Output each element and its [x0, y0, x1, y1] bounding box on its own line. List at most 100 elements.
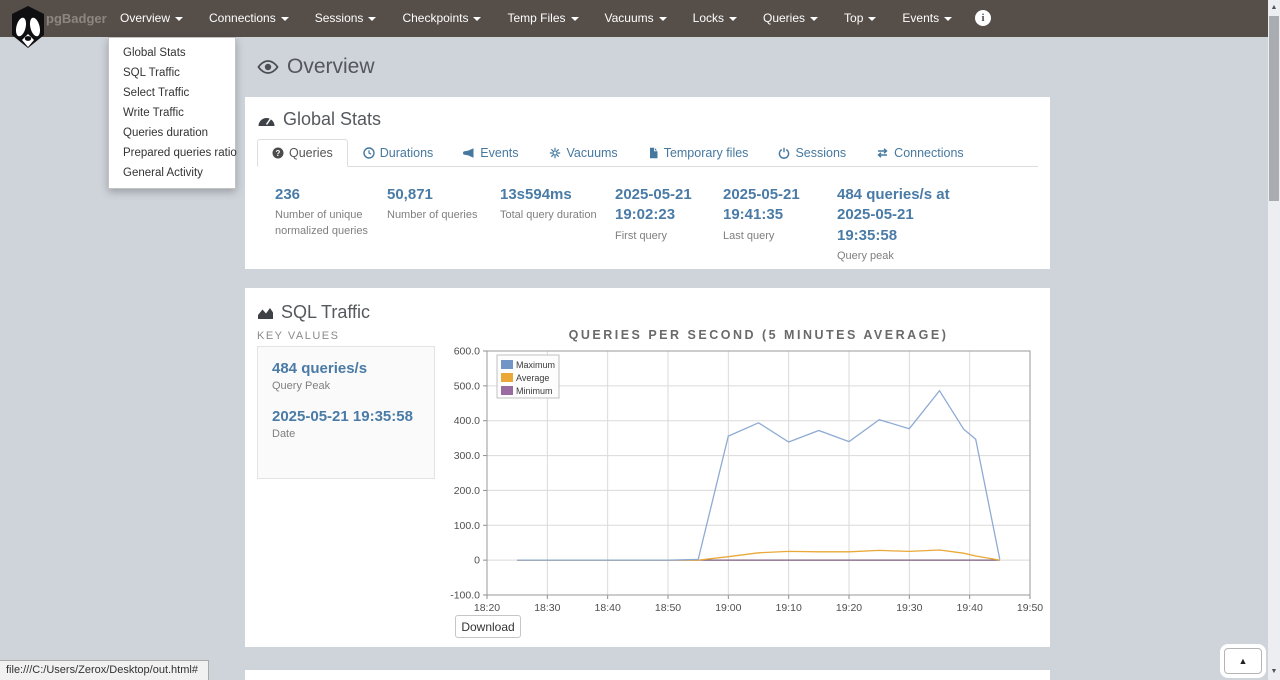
download-button[interactable]: Download	[455, 615, 521, 638]
tab-label: Temporary files	[663, 146, 749, 160]
area-chart-icon	[258, 307, 273, 319]
global-stats-title: Global Stats	[283, 109, 382, 129]
tab-vacuums[interactable]: Vacuums	[534, 139, 633, 167]
key-label-date: Date	[272, 428, 296, 440]
svg-text:18:50: 18:50	[655, 602, 681, 614]
chevron-down-icon	[280, 16, 289, 21]
stat-label: Number of queries	[387, 209, 478, 222]
svg-text:19:00: 19:00	[715, 602, 741, 614]
stat-number-of-queries: 50,871 Number of queries	[387, 185, 493, 224]
svg-text:500.0: 500.0	[454, 380, 480, 392]
series-average	[517, 549, 1000, 561]
stat-value: 484 queries/s at 2025-05-21 19:35:58	[837, 186, 950, 244]
key-value-query-peak: 484 queries/s	[272, 360, 368, 377]
scrollbar-thumb[interactable]	[1269, 16, 1279, 201]
nav-item-label: Connections	[209, 11, 276, 25]
key-values-box: 484 queries/s Query Peak 2025-05-21 19:3…	[257, 346, 435, 479]
svg-text:400.0: 400.0	[454, 415, 480, 427]
legend-label-minimum: Minimum	[516, 386, 553, 396]
power-icon	[779, 147, 790, 159]
svg-text:19:20: 19:20	[836, 602, 862, 614]
nav-item-vacuums[interactable]: Vacuums	[592, 0, 680, 37]
nav-item-sessions[interactable]: Sessions	[302, 0, 390, 37]
page-title-text: Overview	[287, 55, 375, 78]
menu-item-select-traffic[interactable]: Select Traffic	[123, 87, 190, 99]
svg-text:18:30: 18:30	[534, 602, 560, 614]
svg-text:200.0: 200.0	[454, 485, 480, 497]
next-panel-peek	[245, 670, 1050, 680]
key-values-heading: KEY VALUES	[257, 330, 340, 342]
traffic-chart-canvas: 18:20 18:30 18:40 18:50 19:00 19:10 19:20 19:30…	[450, 346, 1043, 615]
global-stats-tabs: ? Queries Durations Events Vacuums	[257, 139, 1038, 167]
stat-label: Last query	[723, 229, 775, 242]
chevron-down-icon	[570, 16, 579, 21]
tab-connections[interactable]: Connections	[861, 139, 979, 167]
scrollbar-down-arrow-icon[interactable]: ▼	[1270, 668, 1278, 675]
svg-text:-100.0: -100.0	[450, 590, 480, 602]
chevron-down-icon	[729, 16, 737, 21]
menu-item-prepared-queries-ratio[interactable]: Prepared queries ratio	[123, 147, 237, 159]
stat-label: Query peak	[837, 249, 894, 262]
legend-swatch-maximum	[501, 360, 513, 369]
menu-item-global-stats[interactable]: Global Stats	[123, 47, 186, 59]
nav-item-temp-files[interactable]: Temp Files	[494, 0, 591, 37]
stat-value: 13s594ms	[500, 186, 572, 203]
nav-item-label: Temp Files	[507, 11, 566, 25]
tab-label: Durations	[379, 146, 434, 160]
series-maximum	[517, 389, 1001, 561]
menu-item-queries-duration[interactable]: Queries duration	[123, 127, 209, 139]
menu-item-write-traffic[interactable]: Write Traffic	[123, 107, 184, 119]
nav-item-events[interactable]: Events	[889, 0, 965, 37]
nav-item-label: Overview	[120, 11, 171, 25]
nav-item-queries[interactable]: Queries	[750, 0, 831, 37]
badger-logo-icon[interactable]	[8, 5, 48, 49]
scrollbar-up-arrow-icon[interactable]: ▲	[1270, 4, 1278, 11]
stat-value: 2025-05-21 19:41:35	[723, 186, 800, 224]
chevron-down-icon	[175, 16, 184, 21]
tab-queries[interactable]: ? Queries	[257, 139, 348, 167]
tab-label: Sessions	[795, 146, 847, 160]
tab-durations[interactable]: Durations	[348, 139, 449, 167]
svg-text:100.0: 100.0	[454, 520, 480, 532]
nav-item-locks[interactable]: Locks	[680, 0, 750, 37]
pgbadger-brand[interactable]: pgBadger	[46, 11, 107, 26]
menu-item-sql-traffic[interactable]: SQL Traffic	[123, 67, 180, 79]
stat-query-peak: 484 queries/s at 2025-05-21 19:35:58 Que…	[837, 185, 959, 264]
tab-label: Events	[480, 146, 519, 160]
tab-sessions[interactable]: Sessions	[763, 139, 861, 167]
legend-swatch-average	[501, 373, 513, 382]
nav-item-connections[interactable]: Connections	[196, 0, 302, 37]
svg-text:19:40: 19:40	[957, 602, 983, 614]
stat-value: 2025-05-21 19:02:23	[615, 186, 692, 224]
chart-legend: Maximum Average Minimum	[496, 354, 560, 399]
scroll-to-top-button[interactable]: ▲	[1224, 648, 1262, 674]
question-circle-icon: ?	[272, 147, 284, 159]
info-circle-icon[interactable]: i	[975, 10, 992, 26]
nav-item-label: Events	[902, 11, 940, 25]
svg-text:19:10: 19:10	[776, 602, 802, 614]
sql-traffic-panel: SQL Traffic KEY VALUES 484 queries/s Que…	[245, 288, 1050, 647]
vertical-scrollbar: ▲ ▼	[1268, 0, 1280, 680]
exchange-icon	[877, 148, 888, 158]
stat-label: Total query duration	[500, 209, 597, 222]
clock-icon	[363, 147, 375, 159]
chevron-down-icon	[944, 16, 953, 21]
cogs-icon	[549, 147, 560, 159]
sql-traffic-title: SQL Traffic	[281, 302, 371, 322]
browser-status-url: file:///C:/Users/Zerox/Desktop/out.html#	[0, 660, 209, 680]
key-value-date: 2025-05-21 19:35:58	[272, 408, 413, 425]
nav-item-checkpoints[interactable]: Checkpoints	[389, 0, 494, 37]
tab-temporary-files[interactable]: Temporary files	[633, 139, 764, 167]
svg-text:0: 0	[474, 555, 480, 567]
nav-item-label: Sessions	[314, 11, 364, 25]
nav-item-top[interactable]: Top	[831, 0, 889, 37]
svg-text:18:40: 18:40	[595, 602, 621, 614]
tab-events[interactable]: Events	[448, 139, 533, 167]
nav-item-label: Vacuums	[604, 11, 654, 25]
stat-unique-queries: 236 Number of unique normalized queries	[275, 185, 387, 239]
tab-label: Connections	[894, 146, 964, 160]
file-icon	[649, 147, 658, 159]
nav-item-label: Top	[844, 11, 864, 25]
nav-item-overview[interactable]: Overview	[107, 0, 196, 37]
menu-item-general-activity[interactable]: General Activity	[123, 167, 203, 179]
